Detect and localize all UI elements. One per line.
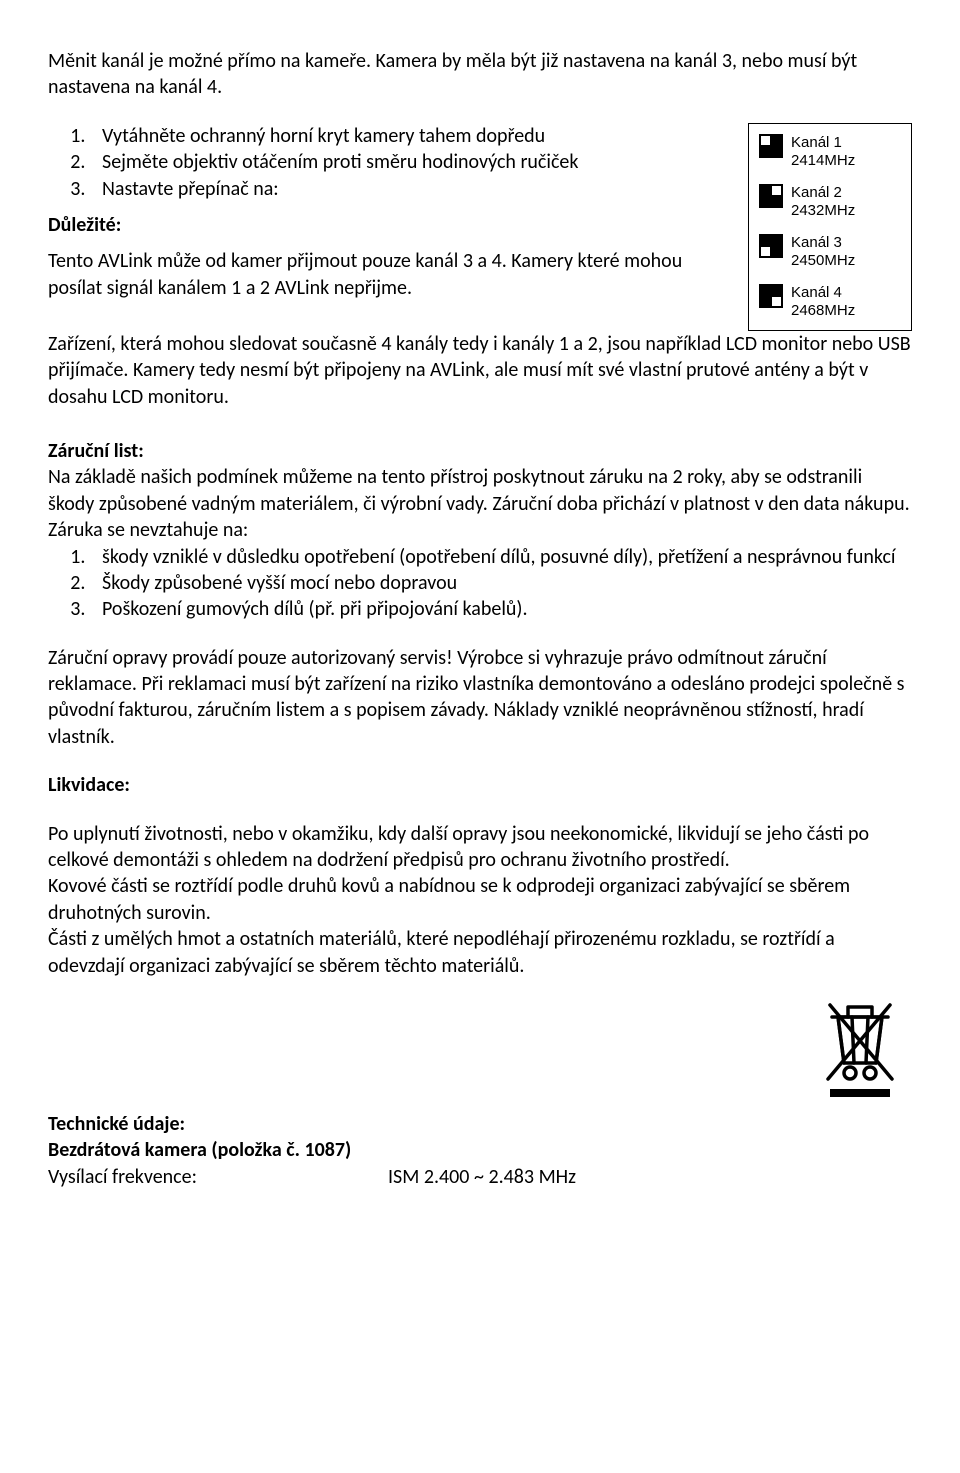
steps-and-channels-row: Vytáhněte ochranný horní kryt kamery tah… xyxy=(48,123,912,331)
tech-heading: Technické údaje: xyxy=(48,1111,912,1137)
warranty-excludes-list: škody vzniklé v důsledku opotřebení (opo… xyxy=(90,544,912,623)
channel-box: Kanál 1 2414MHz Kanál 2 2432MHz Kanál 3 … xyxy=(748,123,912,331)
channel-name: Kanál 4 xyxy=(791,284,855,302)
dip-switch-icon xyxy=(759,284,783,308)
important-text-2: Zařízení, která mohou sledovat současně … xyxy=(48,331,912,410)
list-item: Sejměte objektiv otáčením proti směru ho… xyxy=(90,149,724,175)
list-item: Poškození gumových dílů (př. při připojo… xyxy=(90,596,912,622)
list-item: škody vzniklé v důsledku opotřebení (opo… xyxy=(90,544,912,570)
list-item: Nastavte přepínač na: xyxy=(90,176,724,202)
warranty-heading: Záruční list: xyxy=(48,438,912,464)
channel-name: Kanál 2 xyxy=(791,184,855,202)
disposal-text-2: Kovové části se roztřídí podle druhů kov… xyxy=(48,873,912,926)
channel-item: Kanál 1 2414MHz xyxy=(759,134,899,170)
warranty-text-2: Záruční opravy provádí pouze autorizovan… xyxy=(48,645,912,751)
warranty-text-1: Na základě našich podmínek můžeme na ten… xyxy=(48,464,912,517)
intro-text: Měnit kanál je možné přímo na kameře. Ka… xyxy=(48,48,912,101)
channel-name: Kanál 3 xyxy=(791,234,855,252)
disposal-text-1: Po uplynutí životnosti, nebo v okamžiku,… xyxy=(48,821,912,874)
tech-freq-label: Vysílací frekvence: xyxy=(48,1164,388,1190)
disposal-text-3: Části z umělých hmot a ostatních materiá… xyxy=(48,926,912,979)
tech-subheading: Bezdrátová kamera (položka č. 1087) xyxy=(48,1137,912,1163)
channel-freq: 2432MHz xyxy=(791,202,855,220)
channel-name: Kanál 1 xyxy=(791,134,855,152)
important-text-1: Tento AVLink může od kamer přijmout pouz… xyxy=(48,248,724,301)
steps-list: Vytáhněte ochranný horní kryt kamery tah… xyxy=(90,123,724,202)
channel-freq: 2450MHz xyxy=(791,252,855,270)
channel-freq: 2468MHz xyxy=(791,302,855,320)
list-item: Škody způsobené vyšší mocí nebo dopravou xyxy=(90,570,912,596)
dip-switch-icon xyxy=(759,234,783,258)
warranty-exclude-label: Záruka se nevztahuje na: xyxy=(48,517,912,543)
weee-icon xyxy=(48,1001,900,1101)
dip-switch-icon xyxy=(759,134,783,158)
dip-switch-icon xyxy=(759,184,783,208)
channel-item: Kanál 3 2450MHz xyxy=(759,234,899,270)
disposal-heading: Likvidace: xyxy=(48,772,912,798)
channel-freq: 2414MHz xyxy=(791,152,855,170)
tech-row: Vysílací frekvence: ISM 2.400 ~ 2.483 MH… xyxy=(48,1164,912,1190)
list-item: Vytáhněte ochranný horní kryt kamery tah… xyxy=(90,123,724,149)
tech-freq-value: ISM 2.400 ~ 2.483 MHz xyxy=(388,1164,576,1190)
important-heading: Důležité: xyxy=(48,212,724,238)
channel-item: Kanál 4 2468MHz xyxy=(759,284,899,320)
channel-item: Kanál 2 2432MHz xyxy=(759,184,899,220)
